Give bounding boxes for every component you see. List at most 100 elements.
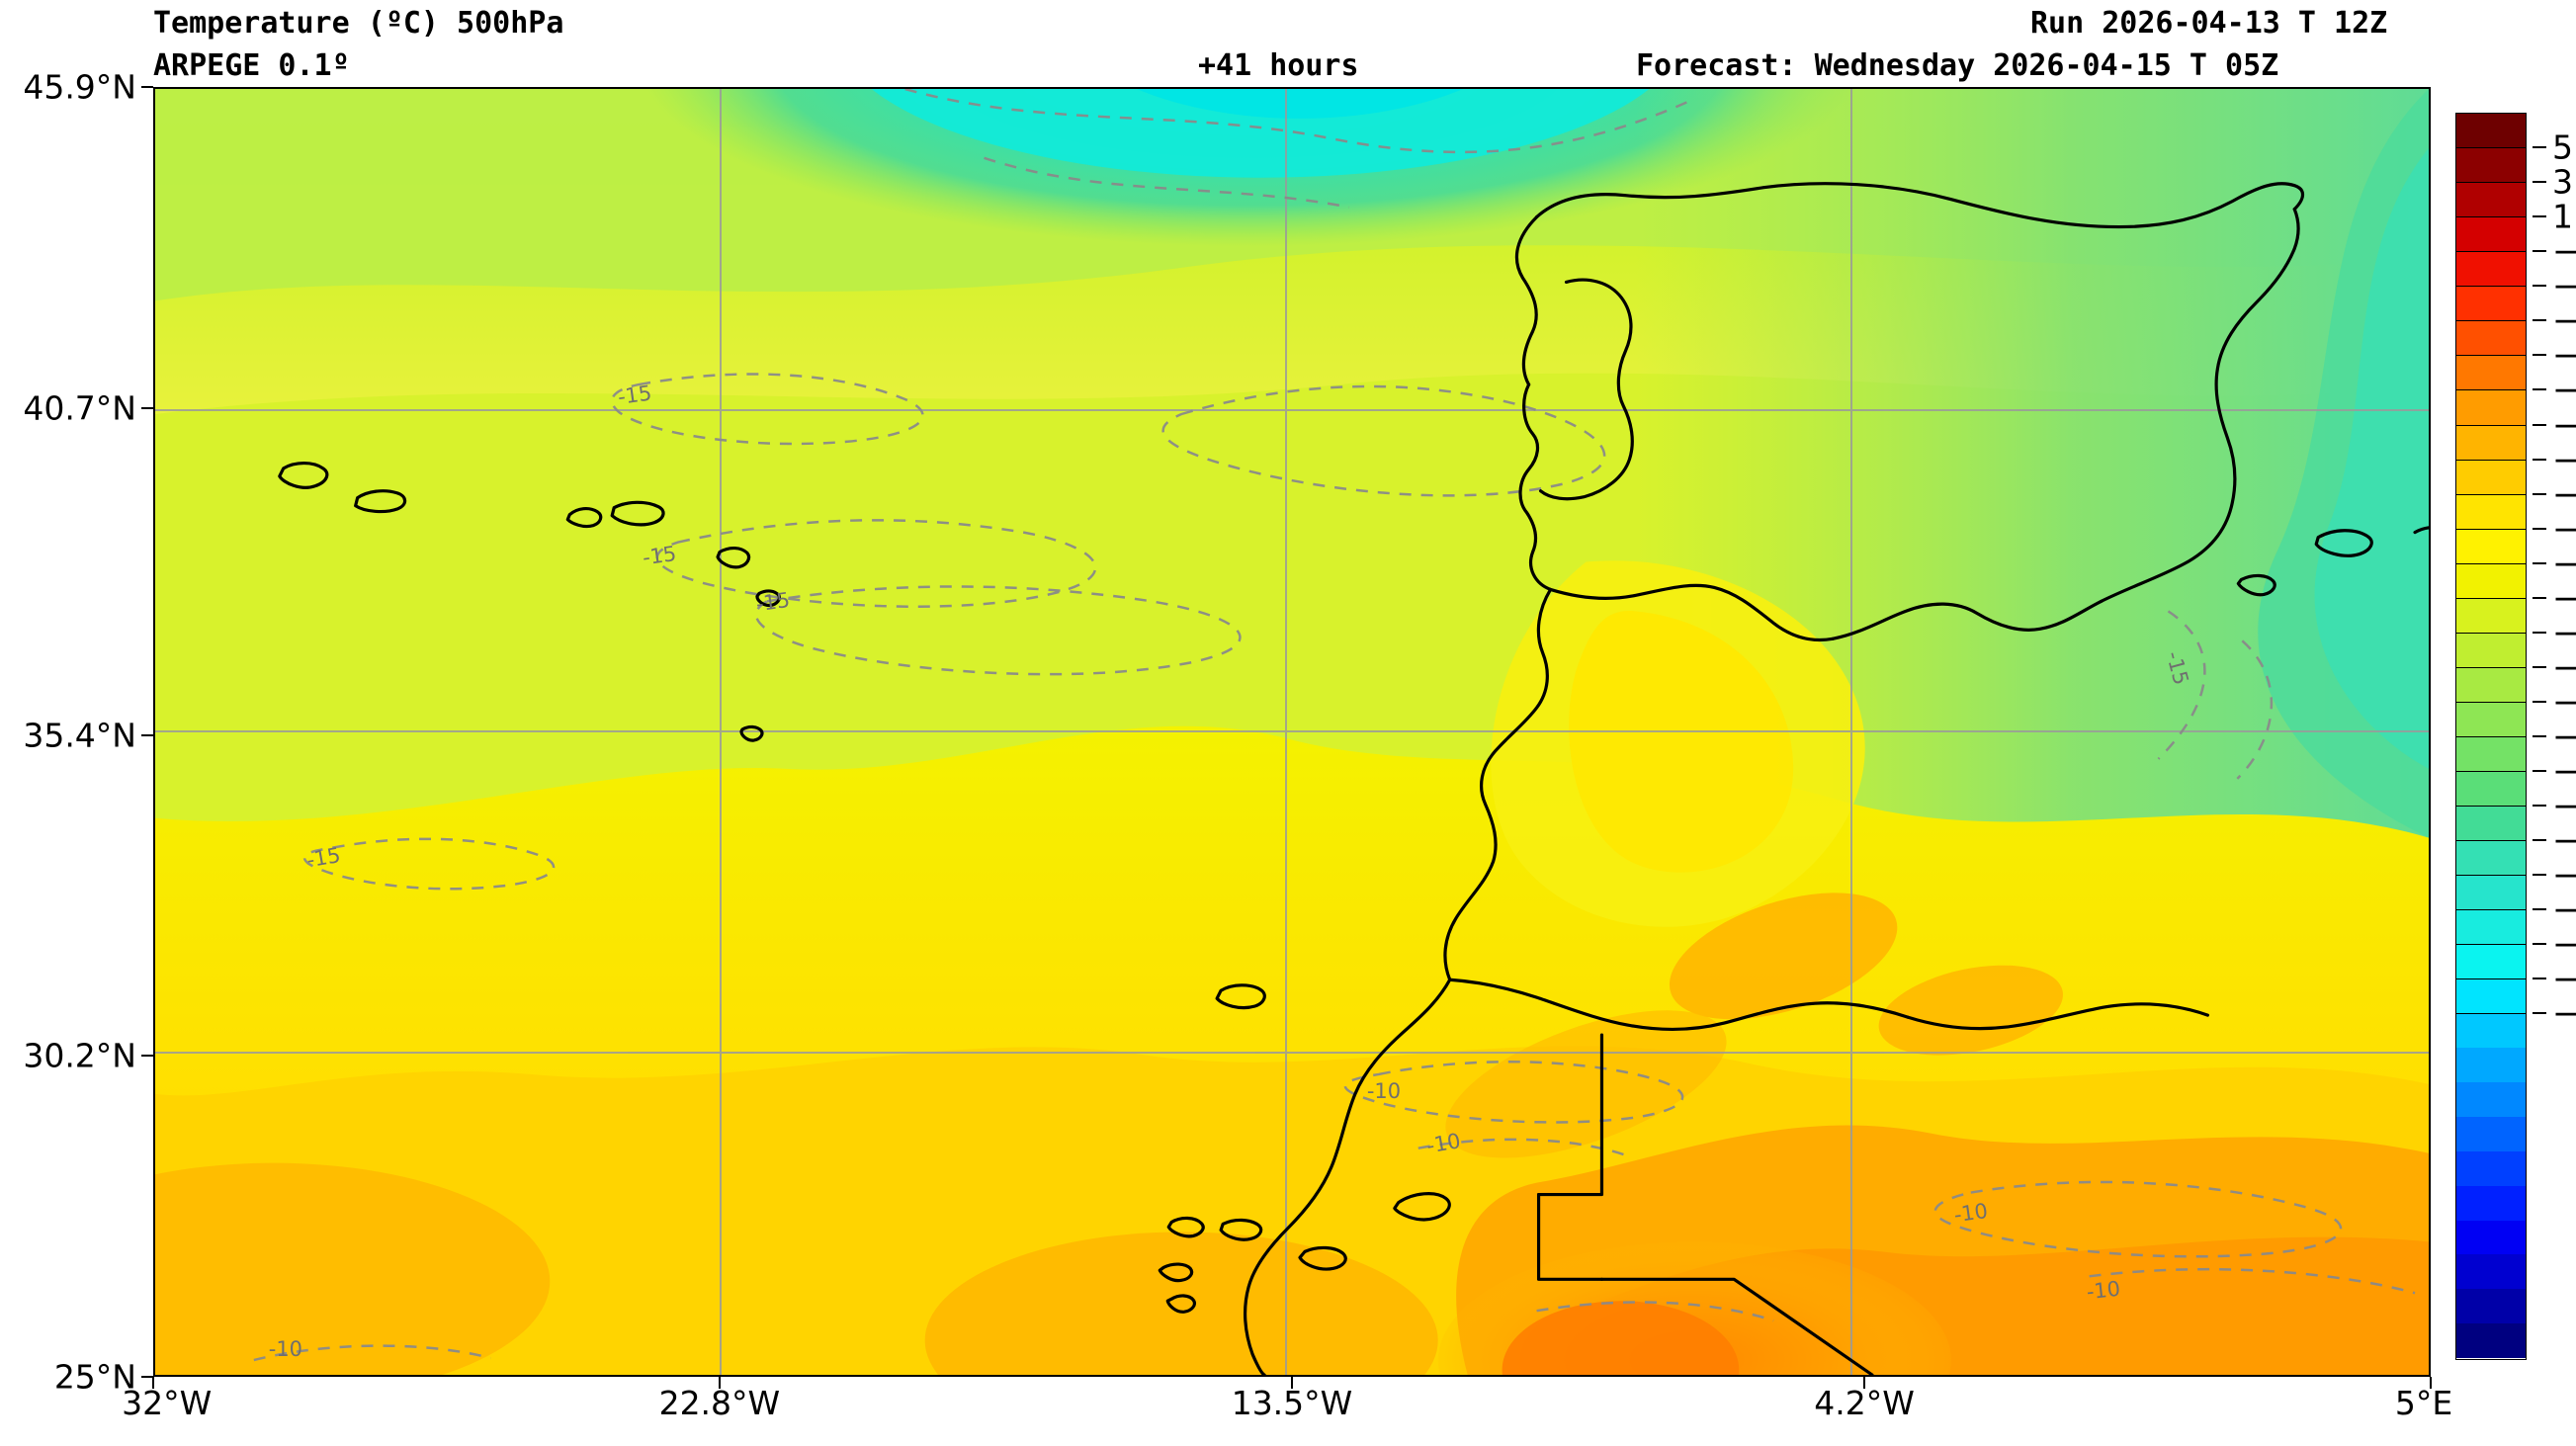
colorbar-band [2456, 735, 2526, 771]
longitude-tick-mark [152, 1377, 154, 1389]
colorbar-band [2456, 597, 2526, 633]
colorbar-tick-line [2455, 355, 2527, 357]
colorbar-tick-line [2455, 286, 2527, 288]
colorbar-tick-label: −3 [2552, 266, 2576, 305]
colorbar-tick-label: −11 [2552, 405, 2576, 444]
colorbar-tick-line [2455, 944, 2527, 946]
latitude-tick-mark [141, 86, 153, 88]
svg-text:-15: -15 [641, 542, 677, 570]
colorbar-tick-label: −15 [2552, 474, 2576, 514]
colorbar-tick-line [2455, 632, 2527, 634]
colorbar-tick-line [2455, 182, 2527, 184]
latitude-tick-label: 30.2°N [23, 1036, 136, 1075]
colorbar-tick-mark [2533, 492, 2546, 495]
map-plot-area: -15 -15 -15 -15 -15 -10 -10 -10 -10 -10 [153, 87, 2431, 1377]
colorbar-tick-mark [2533, 527, 2546, 530]
colorbar-tick-line [2455, 1013, 2527, 1015]
colorbar-tick-mark [2533, 908, 2546, 911]
page-title: Temperature (ºC) 500hPa [153, 6, 564, 41]
colorbar-tick-label: −29 [2552, 717, 2576, 756]
colorbar-tick-mark [2533, 250, 2546, 253]
colorbar-tick-label: −25 [2552, 647, 2576, 687]
colorbar-tick-mark [2533, 700, 2546, 703]
colorbar-tick-line [2455, 216, 2527, 218]
colorbar-band [2456, 1323, 2526, 1359]
colorbar-tick-mark [2533, 458, 2546, 461]
colorbar-tick-mark [2533, 319, 2546, 322]
colorbar-band [2456, 943, 2526, 978]
colorbar-tick-label: −17 [2552, 509, 2576, 549]
colorbar-band [2456, 632, 2526, 667]
colorbar-tick-line [2455, 771, 2527, 773]
colorbar-tick-mark [2533, 561, 2546, 564]
colorbar-tick-mark [2533, 146, 2546, 149]
colorbar-tick-mark [2533, 596, 2546, 599]
colorbar-band [2456, 1254, 2526, 1290]
colorbar-tick-label: 5 [2552, 128, 2573, 167]
colorbar-tick-line [2455, 666, 2527, 668]
colorbar-tick-mark [2533, 388, 2546, 391]
colorbar-tick-mark [2533, 1012, 2546, 1015]
colorbar-band [2456, 1047, 2526, 1082]
colorbar-band [2456, 701, 2526, 736]
colorbar[interactable] [2455, 113, 2527, 1360]
colorbar-tick-mark [2533, 215, 2546, 218]
colorbar-tick-label: −39 [2552, 890, 2576, 929]
colorbar-tick-label: −35 [2552, 820, 2576, 860]
colorbar-tick-line [2455, 424, 2527, 426]
colorbar-band [2456, 770, 2526, 806]
latitude-tick-label: 45.9°N [23, 67, 136, 107]
colorbar-band [2456, 1150, 2526, 1186]
svg-text:-15: -15 [754, 588, 791, 617]
colorbar-band [2456, 216, 2526, 252]
longitude-tick-mark [1291, 1377, 1293, 1389]
lead-time-label: +41 hours [1198, 48, 1359, 83]
colorbar-tick-label: 1 [2552, 197, 2573, 236]
colorbar-tick-mark [2533, 839, 2546, 842]
colorbar-band [2456, 1220, 2526, 1255]
colorbar-tick-mark [2533, 423, 2546, 426]
colorbar-tick-line [2455, 978, 2527, 980]
colorbar-tick-line [2455, 562, 2527, 564]
colorbar-tick-line [2455, 528, 2527, 530]
colorbar-tick-line [2455, 840, 2527, 842]
colorbar-tick-line [2455, 736, 2527, 737]
svg-text:-10: -10 [1424, 1129, 1462, 1158]
longitude-tick-label: 13.5°W [1231, 1384, 1353, 1422]
colorbar-tick-mark [2533, 354, 2546, 357]
colorbar-tick-line [2455, 251, 2527, 253]
colorbar-band [2456, 424, 2526, 460]
svg-text:-10: -10 [2086, 1277, 2122, 1304]
colorbar-tick-label: −7 [2552, 335, 2576, 375]
colorbar-band [2456, 1081, 2526, 1117]
colorbar-tick-line [2455, 389, 2527, 391]
colorbar-tick-label: −19 [2552, 544, 2576, 583]
run-time-label: Run 2026-04-13 T 12Z [2030, 6, 2388, 41]
colorbar-band [2456, 182, 2526, 217]
longitude-tick-mark [718, 1377, 721, 1389]
colorbar-tick-line [2455, 493, 2527, 495]
colorbar-tick-label: −33 [2552, 786, 2576, 825]
colorbar-tick-label: −45 [2552, 993, 2576, 1033]
colorbar-tick-label: −13 [2552, 440, 2576, 479]
colorbar-tick-label: −41 [2552, 924, 2576, 964]
colorbar-tick-line [2455, 909, 2527, 911]
colorbar-tick-label: −27 [2552, 682, 2576, 722]
latitude-tick-mark [141, 1376, 153, 1378]
colorbar-tick-line [2455, 320, 2527, 322]
forecast-time-label: Forecast: Wednesday 2026-04-15 T 05Z [1636, 48, 2279, 83]
colorbar-tick-mark [2533, 665, 2546, 668]
colorbar-band [2456, 1185, 2526, 1221]
colorbar-tick-line [2455, 806, 2527, 808]
latitude-tick-label: 35.4°N [23, 716, 136, 755]
colorbar-tick-mark [2533, 735, 2546, 737]
colorbar-band [2456, 908, 2526, 944]
colorbar-tick-label: 3 [2552, 162, 2573, 202]
latitude-tick-label: 25°N [53, 1357, 136, 1397]
colorbar-tick-line [2455, 459, 2527, 461]
svg-text:-10: -10 [1367, 1079, 1401, 1103]
longitude-tick-mark [2430, 1377, 2432, 1389]
colorbar-tick-label: −1 [2552, 231, 2576, 271]
colorbar-tick-line [2455, 147, 2527, 149]
